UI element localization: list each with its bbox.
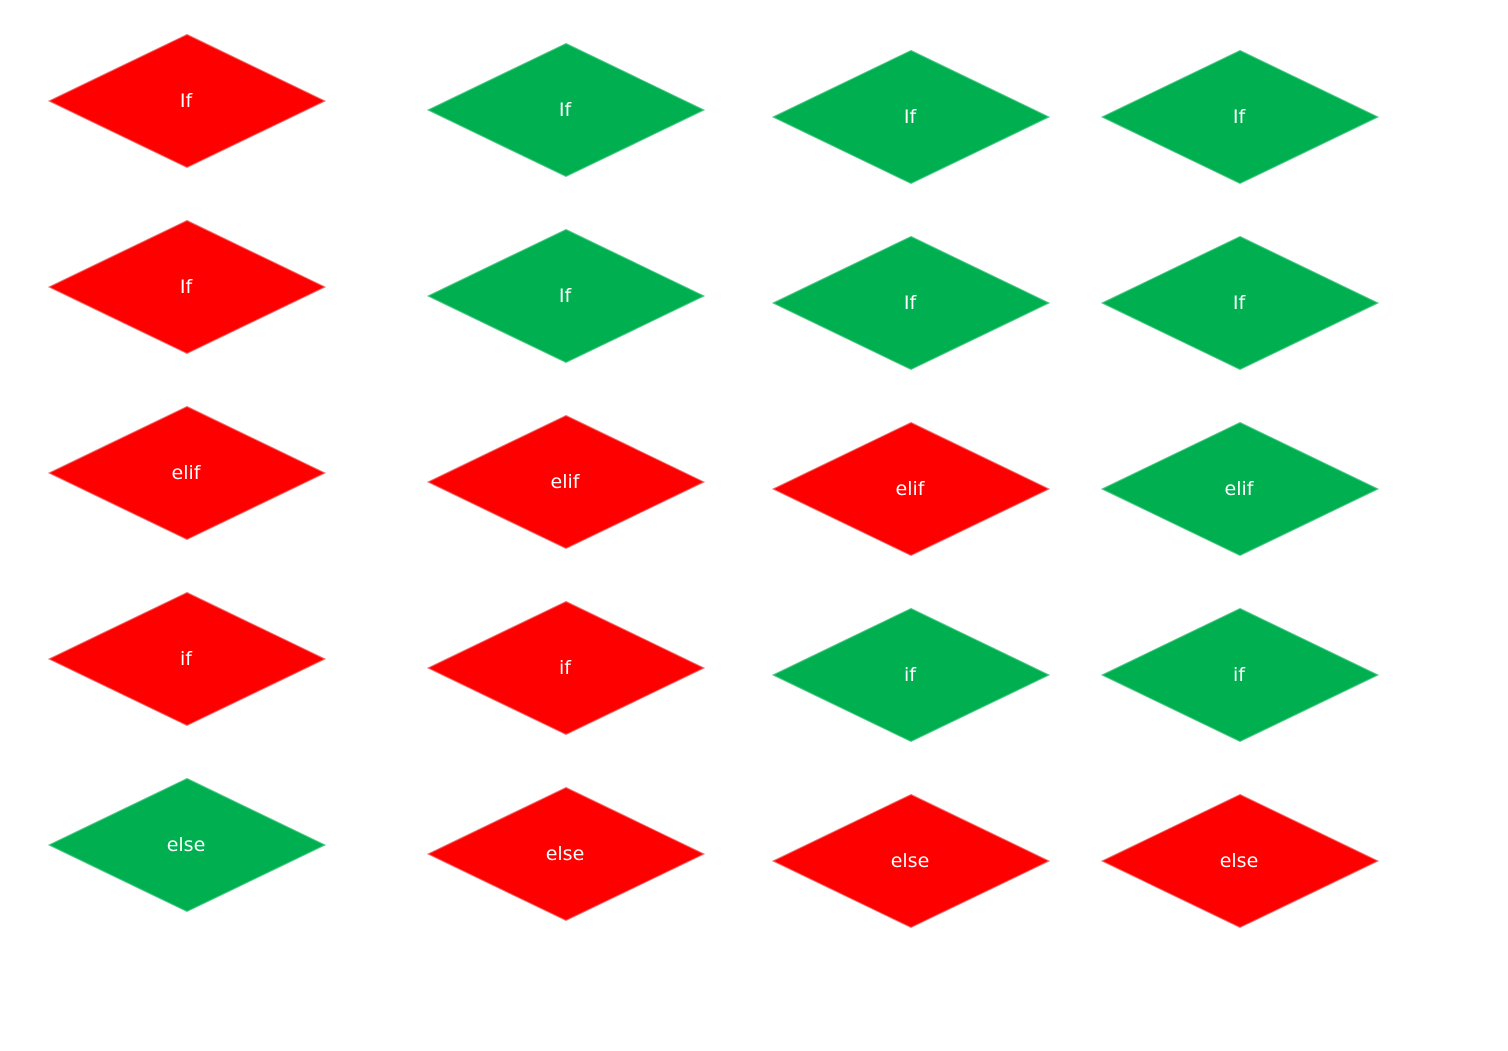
diamond-shape — [771, 49, 1051, 185]
diamond-shape — [47, 33, 327, 169]
diamond-label: if — [904, 664, 917, 686]
diamond-label: If — [1233, 106, 1247, 128]
diamond-shape — [1100, 421, 1380, 557]
diamond-column: If If elif if else — [771, 49, 1051, 929]
diamond-label: elif — [551, 471, 581, 493]
diamond-shape — [771, 235, 1051, 371]
diamond-shape — [426, 414, 706, 550]
diamond-shape — [1100, 793, 1380, 929]
decision-diamond: If — [1100, 235, 1380, 371]
decision-diamond: if — [426, 600, 706, 736]
diamond-label: If — [904, 292, 918, 314]
decision-diamond: elif — [771, 421, 1051, 557]
diamond-label: If — [559, 285, 573, 307]
diamond-shape — [47, 219, 327, 355]
decision-diamond: If — [426, 42, 706, 178]
decision-diamond: if — [1100, 607, 1380, 743]
diamond-label: If — [1233, 292, 1247, 314]
decision-diamond: if — [771, 607, 1051, 743]
decision-diamond: If — [1100, 49, 1380, 185]
diamond-column: If If elif if else — [47, 33, 327, 913]
diamond-shape — [771, 607, 1051, 743]
diamond-label: elif — [172, 462, 202, 484]
decision-diamond: elif — [426, 414, 706, 550]
diamond-shape — [1100, 607, 1380, 743]
decision-diamond: elif — [47, 405, 327, 541]
diamond-label: elif — [1225, 478, 1255, 500]
diamond-label: if — [180, 648, 193, 670]
diamond-shape — [1100, 235, 1380, 371]
diamond-shape — [426, 786, 706, 922]
diamond-label: else — [891, 850, 930, 872]
decision-diamond: elif — [1100, 421, 1380, 557]
diamond-label: else — [167, 834, 206, 856]
diamond-shape — [426, 228, 706, 364]
decision-diamond: else — [426, 786, 706, 922]
diamond-label: elif — [896, 478, 926, 500]
diamond-label: If — [904, 106, 918, 128]
decision-diamond: If — [47, 33, 327, 169]
decision-diamond: if — [47, 591, 327, 727]
diamond-label: if — [1233, 664, 1246, 686]
diamond-shape — [771, 793, 1051, 929]
diamond-shape — [771, 421, 1051, 557]
decision-diamond: If — [771, 49, 1051, 185]
diamond-label: If — [180, 90, 194, 112]
diamond-shape — [426, 600, 706, 736]
diamond-shape — [1100, 49, 1380, 185]
decision-diamond: If — [426, 228, 706, 364]
diamond-shape — [47, 777, 327, 913]
diamond-label: If — [180, 276, 194, 298]
diamond-shape — [47, 405, 327, 541]
diamond-label: If — [559, 99, 573, 121]
diamond-column: If If elif if else — [426, 42, 706, 922]
decision-diamond: If — [47, 219, 327, 355]
diamond-shape — [47, 591, 327, 727]
diamond-label: else — [1220, 850, 1259, 872]
diamond-label: else — [546, 843, 585, 865]
decision-diamond: If — [771, 235, 1051, 371]
diamond-shape — [426, 42, 706, 178]
diamond-column: If If elif if else — [1100, 49, 1380, 929]
diamond-label: if — [559, 657, 572, 679]
decision-diamond: else — [771, 793, 1051, 929]
decision-diamond: else — [47, 777, 327, 913]
decision-diamond: else — [1100, 793, 1380, 929]
